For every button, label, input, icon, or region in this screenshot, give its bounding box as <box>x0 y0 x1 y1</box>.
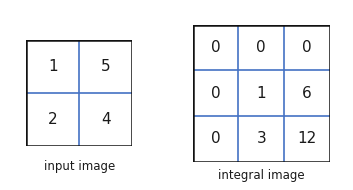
Text: 0: 0 <box>211 86 220 101</box>
Text: 4: 4 <box>101 112 111 127</box>
Text: 3: 3 <box>256 131 266 146</box>
Text: 0: 0 <box>211 40 220 55</box>
Text: 6: 6 <box>302 86 312 101</box>
Text: integral image: integral image <box>218 169 305 182</box>
Text: 0: 0 <box>302 40 312 55</box>
Text: 0: 0 <box>211 131 220 146</box>
Text: 12: 12 <box>297 131 316 146</box>
Text: 1: 1 <box>256 86 266 101</box>
Text: 0: 0 <box>256 40 266 55</box>
Text: 2: 2 <box>48 112 58 127</box>
Text: 1: 1 <box>48 59 58 74</box>
Text: 5: 5 <box>101 59 111 74</box>
Text: input image: input image <box>44 160 115 173</box>
